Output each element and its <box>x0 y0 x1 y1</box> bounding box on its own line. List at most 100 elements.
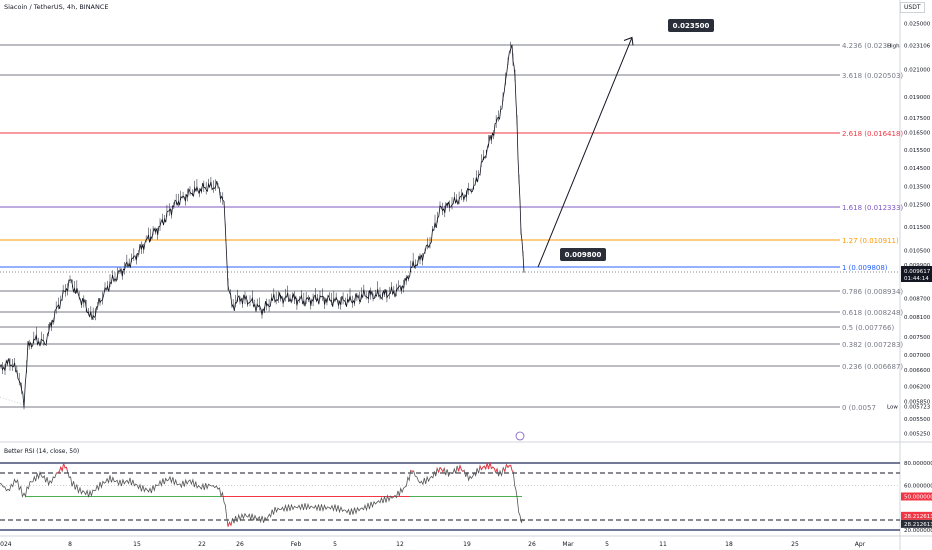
rsi-ob-seg <box>511 470 514 473</box>
current-price-box <box>901 266 932 282</box>
time-tick-9: 26 <box>528 541 536 548</box>
price-tick-19: 0.006200 <box>904 385 931 391</box>
price-tick-14: 0.008700 <box>904 297 931 303</box>
price-tick-15: 0.008100 <box>904 315 931 321</box>
price-tick-6: 0.015500 <box>904 148 931 154</box>
price-label-text-0: 0.023500 <box>673 22 710 30</box>
time-tick-11: 5 <box>605 541 609 548</box>
price-tick-1: 0.023106 <box>904 43 931 49</box>
rsi-ob-seg <box>439 467 442 470</box>
price-tick-17: 0.007000 <box>904 353 931 359</box>
fib-label-2: 2.618 (0.016418) <box>842 130 903 138</box>
price-tag-0: High <box>887 43 900 49</box>
rsi-tick-0: 80.000000 <box>904 461 932 467</box>
current-price-value: 0.009617 <box>904 269 931 275</box>
price-tick-9: 0.012500 <box>904 202 931 208</box>
rsi-ob-seg <box>504 464 507 472</box>
event-icon <box>515 431 525 441</box>
rsi-ob-seg <box>481 467 484 470</box>
fib-label-1: 3.618 (0.020503) <box>842 72 903 80</box>
time-tick-0: 2024 <box>0 541 12 548</box>
price-tick-3: 0.019000 <box>904 95 931 101</box>
fib-label-3: 1.618 (0.012333) <box>842 204 903 212</box>
time-tick-4: 26 <box>236 541 244 548</box>
rsi-ob-seg <box>489 462 492 469</box>
rsi-ob-seg <box>57 471 60 474</box>
rsi-title: Better RSI (14, close, 50) <box>4 448 80 455</box>
time-tick-12: 11 <box>659 541 667 548</box>
rsi-tick-2: 50.000000 <box>904 495 932 501</box>
fib-label-10: 0.236 (0.006687) <box>842 363 903 371</box>
projection-arrow: 0.023500 0.009800 <box>515 19 714 441</box>
rsi-tick-4: 28.212613 <box>904 522 932 528</box>
arrow-head <box>623 36 634 46</box>
rsi-ob-seg <box>485 462 488 470</box>
projection-line <box>537 37 633 268</box>
rsi-ob-seg <box>63 463 66 469</box>
fib-label-5: 1 (0.009808) <box>842 264 888 272</box>
rsi-ob-seg <box>506 464 509 468</box>
price-tick-0: 0.025000 <box>904 22 931 28</box>
currency-button[interactable]: USDT <box>900 2 925 13</box>
price-line <box>0 44 525 408</box>
price-tick-2: 0.021000 <box>904 68 931 74</box>
rsi-panel: 80.000000 60.000000 50.000000 28.212613 28.2… <box>0 461 932 534</box>
fib-label-4: 1.27 (0.010911) <box>842 237 899 245</box>
trend-dots <box>0 396 25 406</box>
fib-label-6: 0.786 (0.008934) <box>842 288 903 296</box>
chart-title: Siacoin / TetherUS, 4h, BINANCE <box>4 3 109 11</box>
rsi-ob-seg <box>507 465 510 468</box>
time-tick-1: 8 <box>68 541 72 548</box>
rsi-ob-seg <box>462 469 465 472</box>
rsi-ob-seg <box>65 467 69 473</box>
rsi-ob-seg <box>58 466 62 472</box>
rsi-ob-seg <box>461 469 464 472</box>
time-tick-2: 15 <box>133 541 141 548</box>
time-tick-10: Mar <box>562 541 574 548</box>
rsi-tick-1: 60.000000 <box>904 483 932 489</box>
price-tick-16: 0.007500 <box>904 335 931 341</box>
rsi-tick-bg-2 <box>901 492 932 501</box>
rsi-tick-bg-3 <box>901 511 932 520</box>
fibonacci-levels: 4.236 (0.0230 3.618 (0.020503) 2.618 (0.01… <box>0 42 903 412</box>
rsi-ob-seg <box>442 468 445 473</box>
rsi-ob-seg <box>493 468 497 473</box>
rsi-os-seg <box>227 522 230 527</box>
price-tick-4: 0.017500 <box>904 116 931 122</box>
price-tick-8: 0.013500 <box>904 184 931 190</box>
price-tag-1: Low <box>887 405 898 411</box>
price-tick-10: 0.011500 <box>904 225 931 231</box>
time-tick-15: Apr <box>855 541 866 548</box>
price-tick-21: 0.005723 <box>904 405 931 411</box>
price-tick-20: 0.005850 <box>904 399 931 405</box>
price-tick-11: 0.010500 <box>904 249 931 255</box>
time-tick-8: 19 <box>463 541 471 548</box>
rsi-ob-seg <box>438 467 441 473</box>
rsi-line <box>0 462 525 527</box>
price-tick-7: 0.014500 <box>904 166 931 172</box>
rsi-ob-seg <box>458 465 461 472</box>
rsi-ob-seg <box>479 465 482 470</box>
rsi-ob-seg <box>61 463 65 472</box>
fib-label-0: 4.236 (0.0230 <box>842 42 892 50</box>
fib-label-11: 0 (0.0057 <box>842 404 876 412</box>
price-label-text-1: 0.009800 <box>565 251 602 259</box>
time-tick-5: Feb <box>291 541 302 548</box>
price-tick-5: 0.016500 <box>904 130 931 136</box>
rsi-ob-seg <box>488 462 491 470</box>
time-tick-13: 18 <box>725 541 733 548</box>
time-tick-6: 5 <box>333 541 337 548</box>
rsi-ob-seg <box>410 470 413 472</box>
price-tick-18: 0.006600 <box>904 368 931 374</box>
rsi-tick-bg-4 <box>901 519 932 528</box>
time-tick-7: 12 <box>396 541 404 548</box>
price-axis: 0.025000 0.023106 0.021000 0.019000 0.017500… <box>887 22 932 438</box>
price-label-box-0 <box>668 19 714 32</box>
rsi-tick-5: 20.000000 <box>904 528 932 534</box>
fib-label-7: 0.618 (0.008248) <box>842 309 903 317</box>
time-axis: 2024 8 15 22 26 Feb 5 12 19 26 Mar 5 11 18 25 Apr <box>0 541 866 548</box>
price-series <box>0 41 525 410</box>
price-label-box-1 <box>560 248 606 261</box>
price-tick-23: 0.005250 <box>904 432 931 438</box>
